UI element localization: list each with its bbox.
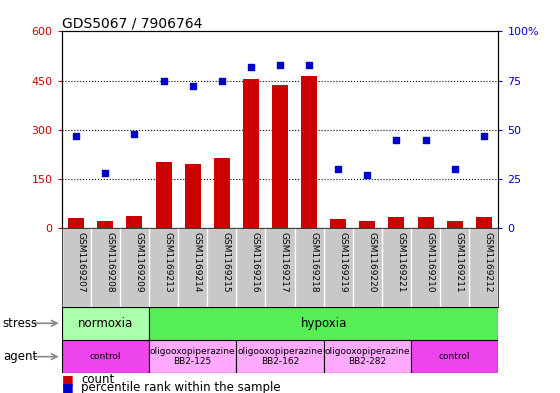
Text: GSM1169209: GSM1169209: [134, 232, 143, 292]
Point: [72, 132, 81, 139]
Bar: [62, 307, 149, 340]
Bar: [476, 217, 492, 228]
Bar: [447, 221, 463, 228]
Point: [450, 166, 459, 172]
Text: GSM1169221: GSM1169221: [396, 232, 405, 292]
Point: [159, 77, 168, 84]
Bar: [236, 340, 324, 373]
Text: control: control: [90, 352, 121, 361]
Text: stress: stress: [3, 317, 38, 330]
Text: GSM1169216: GSM1169216: [251, 232, 260, 292]
Text: GSM1169215: GSM1169215: [222, 232, 231, 292]
Point: [305, 62, 314, 68]
Text: GSM1169218: GSM1169218: [309, 232, 318, 292]
Bar: [360, 221, 375, 228]
Bar: [389, 217, 404, 228]
Bar: [127, 217, 142, 228]
Point: [188, 83, 197, 90]
Point: [130, 130, 139, 137]
Bar: [243, 79, 259, 228]
Bar: [97, 221, 113, 228]
Text: control: control: [439, 352, 470, 361]
Text: percentile rank within the sample: percentile rank within the sample: [81, 380, 281, 393]
Point: [246, 64, 255, 70]
Text: GSM1169212: GSM1169212: [484, 232, 493, 292]
Point: [101, 170, 110, 176]
Text: oligooxopiperazine
BB2-282: oligooxopiperazine BB2-282: [325, 347, 410, 366]
Bar: [149, 307, 498, 340]
Text: count: count: [81, 373, 114, 386]
Point: [421, 136, 430, 143]
Bar: [272, 86, 288, 228]
Text: normoxia: normoxia: [78, 317, 133, 330]
Text: GSM1169208: GSM1169208: [105, 232, 114, 292]
Bar: [156, 162, 171, 228]
Bar: [330, 219, 346, 228]
Text: ■: ■: [62, 380, 73, 393]
Point: [334, 166, 343, 172]
Text: GSM1169213: GSM1169213: [164, 232, 172, 292]
Point: [217, 77, 226, 84]
Text: hypoxia: hypoxia: [301, 317, 347, 330]
Bar: [62, 340, 149, 373]
Text: oligooxopiperazine
BB2-162: oligooxopiperazine BB2-162: [237, 347, 323, 366]
Point: [276, 62, 284, 68]
Text: oligooxopiperazine
BB2-125: oligooxopiperazine BB2-125: [150, 347, 235, 366]
Text: GSM1169210: GSM1169210: [426, 232, 435, 292]
Bar: [301, 75, 317, 228]
Text: GSM1169220: GSM1169220: [367, 232, 376, 292]
Text: GSM1169219: GSM1169219: [338, 232, 347, 292]
Point: [479, 132, 488, 139]
Bar: [418, 217, 433, 228]
Bar: [185, 164, 200, 228]
Text: GSM1169211: GSM1169211: [455, 232, 464, 292]
Bar: [68, 218, 84, 228]
Text: GSM1169217: GSM1169217: [280, 232, 289, 292]
Point: [363, 172, 372, 178]
Text: agent: agent: [3, 350, 37, 363]
Text: GSM1169214: GSM1169214: [193, 232, 202, 292]
Text: GDS5067 / 7906764: GDS5067 / 7906764: [62, 16, 202, 30]
Text: GSM1169207: GSM1169207: [76, 232, 85, 292]
Bar: [149, 340, 236, 373]
Bar: [214, 158, 230, 228]
Bar: [324, 340, 411, 373]
Text: ■: ■: [62, 373, 73, 386]
Point: [392, 136, 401, 143]
Bar: [411, 340, 498, 373]
